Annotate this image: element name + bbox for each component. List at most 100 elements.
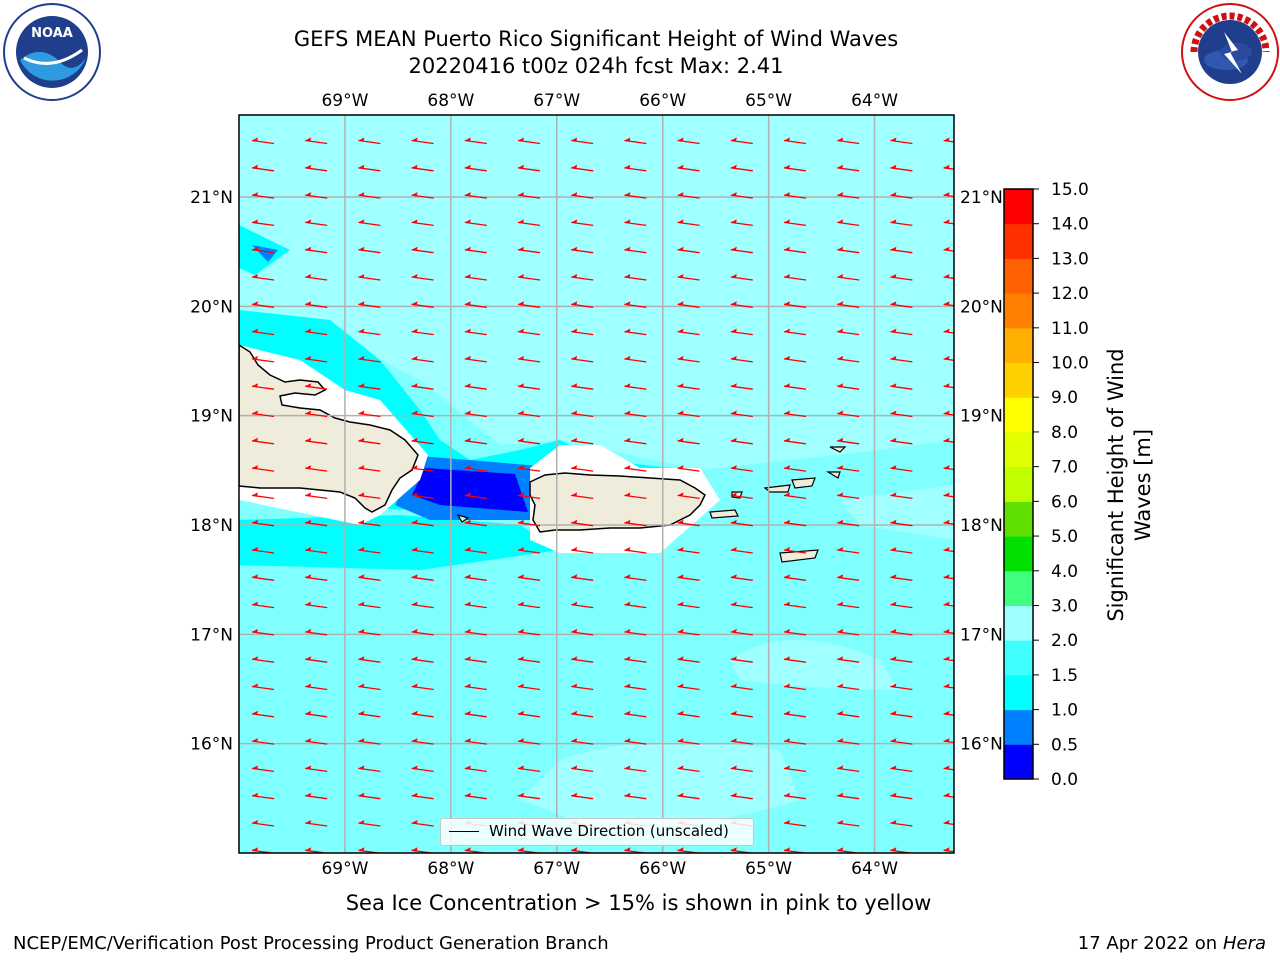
wave-vector — [464, 137, 487, 145]
chart-subtitle: 20220416 t00z 024h fcst Max: 2.41 — [408, 54, 784, 78]
wave-vector — [571, 765, 594, 773]
wave-vector — [890, 547, 913, 554]
wave-vector — [837, 301, 860, 308]
colorbar-swatch — [1004, 605, 1033, 641]
wave-vector — [411, 656, 434, 663]
wave-vector — [571, 328, 594, 336]
wave-vector — [571, 710, 594, 718]
wave-vector — [305, 465, 328, 472]
wave-vector — [411, 820, 434, 827]
wave-vector — [305, 274, 328, 281]
wave-vector — [783, 710, 807, 718]
colorbar-frame — [1003, 188, 1034, 780]
lat-label-right: 16°N — [960, 735, 1003, 755]
wave-vector — [517, 383, 541, 390]
wave-vector — [783, 656, 807, 663]
wave-direction-vectors — [251, 137, 954, 853]
wave-vector — [890, 410, 913, 418]
lat-labels-left: 21°N 20°N 19°N 18°N 17°N 16°N — [190, 188, 233, 755]
wave-vector — [890, 628, 913, 636]
wave-vector — [358, 601, 381, 609]
wave-vector — [783, 355, 807, 363]
wave-vector — [571, 164, 594, 172]
wave-vector — [624, 519, 647, 527]
wave-vector — [464, 355, 487, 363]
wave-vector — [358, 274, 381, 281]
colorbar-tick-label: 15.0 — [1051, 180, 1089, 200]
wave-vector — [251, 383, 275, 390]
wave-vector — [890, 820, 913, 827]
wave-vector — [305, 410, 328, 418]
colorbar-swatch — [1004, 293, 1033, 329]
wave-vector — [837, 328, 860, 336]
wave-vector — [358, 519, 381, 527]
wave-vector — [305, 601, 328, 609]
colorbar-swatch — [1004, 501, 1033, 537]
wave-vector — [677, 410, 700, 418]
wave-vector — [890, 164, 913, 172]
lat-label-right: 17°N — [960, 625, 1003, 645]
wave-zone-north — [239, 115, 954, 470]
wave-vector — [305, 192, 328, 199]
wave-vector — [411, 164, 434, 172]
wave-vector — [677, 574, 700, 581]
wave-vector — [677, 164, 700, 172]
wave-vector — [730, 465, 753, 472]
wave-vector — [464, 792, 487, 800]
wave-vector — [783, 519, 807, 527]
wave-vector — [305, 328, 328, 336]
wave-vector — [783, 547, 807, 554]
chart-title: GEFS MEAN Puerto Rico Significant Height… — [293, 27, 899, 51]
wave-vector — [251, 656, 275, 663]
wave-vector — [837, 492, 860, 500]
wave-vector — [783, 137, 807, 145]
wave-vector — [890, 137, 913, 145]
wave-vector — [305, 355, 328, 363]
wave-vector — [517, 765, 541, 773]
wave-vector — [783, 219, 807, 227]
date-stamp: 17 Apr 2022 on Hera — [1078, 933, 1266, 954]
colorbar-tick-label: 5.0 — [1051, 527, 1078, 547]
wave-vector — [517, 355, 541, 363]
wave-vector — [943, 355, 954, 361]
wave-vector — [837, 738, 860, 745]
wave-vector — [624, 656, 647, 663]
wave-vector — [464, 547, 487, 554]
wave-vector — [677, 628, 700, 636]
wave-vector — [411, 519, 434, 527]
wave-vector — [411, 274, 434, 281]
wave-vector — [517, 301, 541, 308]
wave-vector — [517, 519, 541, 527]
wave-vector — [464, 765, 487, 773]
lat-label-right: 19°N — [960, 407, 1003, 427]
wave-vector — [890, 246, 913, 254]
lon-label-top: 69°W — [321, 91, 368, 111]
map-plot-area — [239, 115, 954, 853]
wave-vector — [464, 465, 487, 472]
wave-vector — [730, 301, 753, 308]
wave-vector — [837, 164, 860, 172]
wave-vector — [305, 765, 328, 773]
wave-vector — [783, 765, 807, 773]
wave-vector — [464, 164, 487, 172]
wave-vector — [517, 710, 541, 718]
wave-vector — [624, 137, 647, 145]
mona-island-land — [456, 513, 470, 523]
wave-vector — [730, 492, 753, 500]
wave-vector — [571, 192, 594, 199]
wave-vector — [624, 355, 647, 363]
wave-vector — [517, 792, 541, 800]
wave-vector — [890, 192, 913, 199]
wave-vector — [783, 192, 807, 199]
wave-vector — [305, 683, 328, 691]
wave-vector — [305, 383, 328, 390]
wave-vector — [464, 738, 487, 745]
virgin-gorda-land — [825, 471, 841, 479]
wave-vector — [624, 192, 647, 199]
wave-vector — [890, 301, 913, 308]
wave-vector — [783, 683, 807, 691]
wave-vector — [837, 246, 860, 254]
wave-vector — [411, 738, 434, 745]
lon-label-top: 68°W — [427, 91, 474, 111]
wave-vector — [251, 137, 275, 145]
